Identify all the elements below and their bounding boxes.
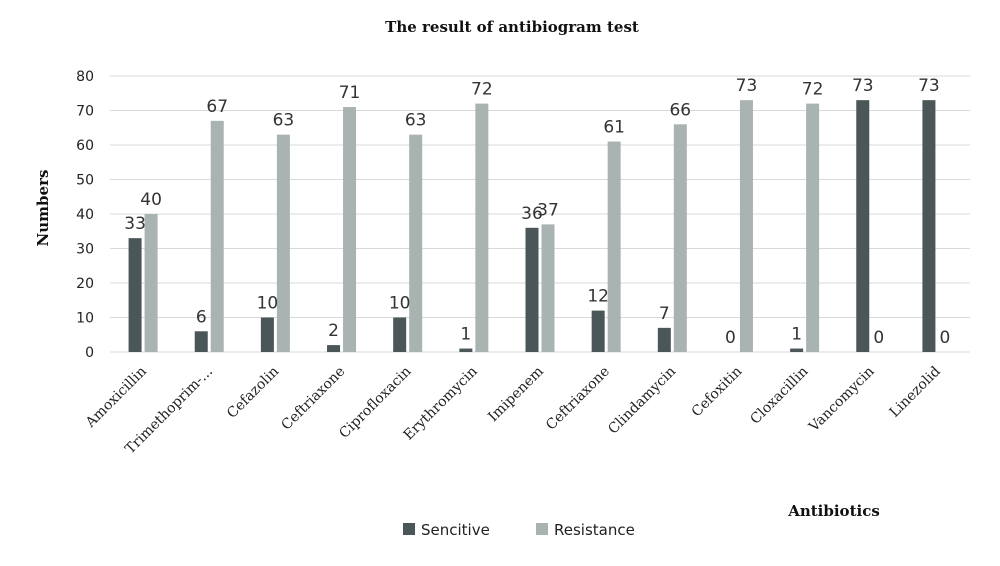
bar-sencitive	[459, 348, 473, 352]
bar-resistance	[276, 134, 290, 352]
bar-sencitive	[128, 238, 142, 352]
data-label: 40	[140, 190, 162, 210]
data-label: 12	[587, 287, 609, 307]
data-label: 73	[918, 76, 940, 96]
bar-resistance	[409, 134, 423, 352]
bar-sencitive	[194, 331, 208, 352]
data-label: 0	[873, 328, 884, 348]
y-tick-label: 10	[76, 311, 94, 327]
bar-resistance	[541, 224, 555, 352]
x-category-label: Linezolid	[887, 363, 944, 420]
y-tick-label: 40	[76, 207, 94, 223]
data-label: 63	[273, 111, 295, 131]
x-category-label: Ceftriaxone	[543, 364, 613, 434]
data-label: 2	[328, 321, 339, 341]
bar-sencitive	[525, 227, 539, 352]
bar-resistance	[210, 120, 224, 352]
data-label: 37	[537, 200, 559, 220]
data-label: 36	[521, 204, 543, 224]
x-category-label: Ceftriaxone	[278, 364, 348, 434]
x-category-label: Clindamycin	[605, 364, 679, 438]
bar-resistance	[607, 141, 621, 352]
y-tick-label: 60	[76, 138, 94, 154]
bar-sencitive	[327, 345, 341, 352]
bar-resistance	[806, 103, 820, 352]
bar-sencitive	[591, 310, 605, 352]
bar-resistance	[673, 124, 687, 352]
bar-sencitive	[856, 100, 870, 353]
chart-title: The result of antibiogram test	[385, 18, 639, 36]
data-label: 1	[791, 325, 802, 345]
data-label: 33	[124, 214, 146, 234]
bars	[128, 100, 936, 353]
bar-resistance	[144, 214, 158, 352]
x-category-label: Vancomycin	[805, 364, 877, 436]
bar-resistance	[475, 103, 489, 352]
data-label: 6	[196, 307, 207, 327]
gridlines	[110, 75, 970, 353]
bar-sencitive	[922, 100, 936, 353]
data-label: 0	[940, 328, 951, 348]
data-label: 61	[603, 118, 625, 138]
data-label: 0	[725, 328, 736, 348]
y-tick-label: 50	[76, 173, 94, 189]
data-label: 7	[659, 304, 670, 324]
data-label: 10	[389, 294, 411, 314]
data-label: 67	[206, 97, 228, 117]
legend: Sencitive Resistance	[403, 521, 635, 539]
bar-resistance	[739, 100, 753, 353]
data-label: 1	[460, 325, 471, 345]
x-axis-title: Antibiotics	[787, 502, 880, 520]
data-label: 72	[471, 80, 493, 100]
data-label: 72	[802, 80, 824, 100]
legend-swatch-resistance	[536, 523, 548, 535]
y-tick-label: 0	[85, 345, 94, 361]
y-tick-label: 70	[76, 104, 94, 120]
bar-sencitive	[657, 327, 671, 352]
x-category-label: Cefoxitin	[689, 364, 746, 421]
data-label: 71	[339, 83, 361, 103]
y-axis-title: Numbers	[34, 170, 52, 247]
x-category-label: Amoxicillin	[82, 364, 150, 432]
legend-label-resistance: Resistance	[554, 521, 635, 539]
y-tick-label: 80	[76, 69, 94, 85]
data-label: 73	[736, 76, 758, 96]
y-tick-label: 20	[76, 276, 94, 292]
x-category-label: Imipenem	[485, 364, 547, 426]
legend-swatch-sencitive	[403, 523, 415, 535]
bar-sencitive	[260, 317, 274, 352]
x-category-label: Cefazolin	[224, 364, 282, 422]
bar-resistance	[343, 107, 357, 352]
data-label: 63	[405, 111, 427, 131]
data-label: 10	[257, 294, 279, 314]
bar-sencitive	[790, 348, 804, 352]
y-tick-label: 30	[76, 242, 94, 258]
x-category-label: Cloxacillin	[747, 364, 811, 428]
legend-label-sencitive: Sencitive	[421, 521, 490, 539]
data-label: 73	[852, 76, 874, 96]
data-label: 66	[669, 100, 691, 120]
bar-sencitive	[393, 317, 407, 352]
y-axis-ticks: 0 10 20 30 40 50 60 70 80	[76, 69, 94, 361]
